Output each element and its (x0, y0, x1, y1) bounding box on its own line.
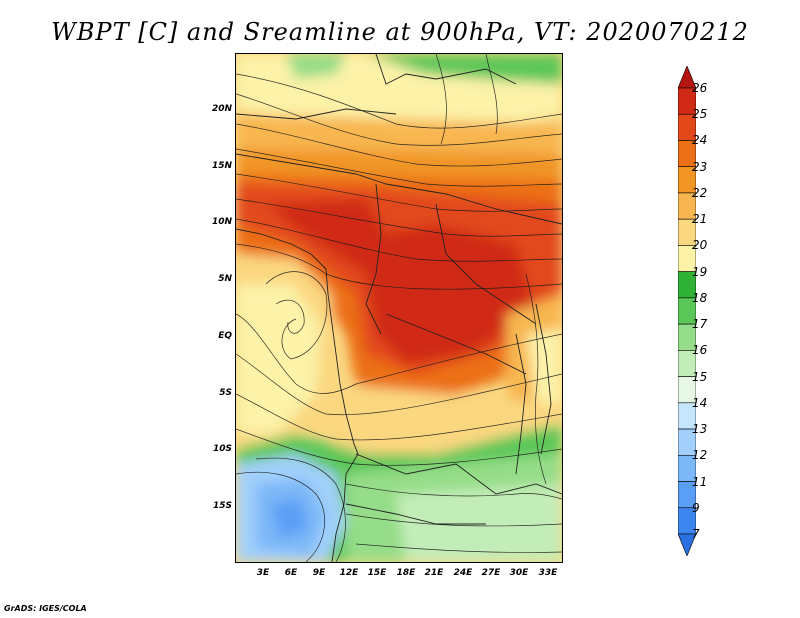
colorbar-tick-label: 20 (692, 238, 708, 253)
lon-tick-label: 30E (509, 568, 529, 578)
colorbar-tick-label: 26 (692, 81, 708, 95)
wbpt-field (236, 54, 562, 562)
lat-tick-label: 5N (218, 274, 232, 284)
lon-tick-label: 21E (424, 568, 444, 578)
lon-tick-label: 18E (396, 568, 416, 578)
lat-tick-label: 15S (212, 501, 232, 511)
colorbar-tick-label: 13 (692, 422, 708, 437)
colorbar-tick-label: 17 (692, 317, 708, 332)
lat-tick-label: 15N (211, 161, 232, 171)
colorbar-tick-label: 15 (692, 369, 708, 384)
colorbar-tick-label: 23 (692, 159, 708, 174)
colorbar-tick-label: 16 (692, 343, 708, 358)
lon-tick-label: 15E (367, 568, 387, 578)
plot-title: WBPT [C] and Sreamline at 900hPa, VT: 20… (51, 18, 749, 46)
colorbar-tick-label: 21 (692, 212, 708, 227)
colorbar-tick-label: 22 (692, 185, 708, 200)
lon-tick-label: 27E (481, 568, 501, 578)
colorbar-tick-label: 7 (692, 527, 700, 541)
lon-tick-label: 9E (312, 568, 326, 578)
colorbar (678, 66, 696, 556)
lon-tick-label: 3E (256, 568, 270, 578)
lon-tick-label: 12E (339, 568, 359, 578)
lat-tick-label: 10S (212, 444, 232, 454)
lon-tick-label: 6E (284, 568, 298, 578)
lat-tick-label: 20N (211, 104, 232, 114)
lat-tick-label: 5S (219, 388, 232, 398)
colorbar-tick-label: 24 (692, 133, 708, 148)
lat-tick-label: 10N (211, 217, 232, 227)
colorbar-tick-label: 19 (692, 264, 708, 279)
credit-label: GrADS: IGES/COLA (4, 604, 87, 613)
map-panel (235, 53, 563, 563)
lon-tick-label: 24E (453, 568, 473, 578)
colorbar-tick-label: 14 (692, 395, 708, 410)
colorbar-tick-label: 12 (692, 448, 708, 463)
colorbar-segment (678, 533, 696, 556)
lat-tick-label: EQ (218, 331, 232, 341)
lon-tick-label: 33E (538, 568, 558, 578)
colorbar-tick-label: 18 (692, 290, 708, 305)
colorbar-tick-label: 11 (692, 474, 708, 489)
colorbar-tick-label: 25 (692, 107, 708, 122)
colorbar-tick-label: 9 (692, 500, 700, 515)
